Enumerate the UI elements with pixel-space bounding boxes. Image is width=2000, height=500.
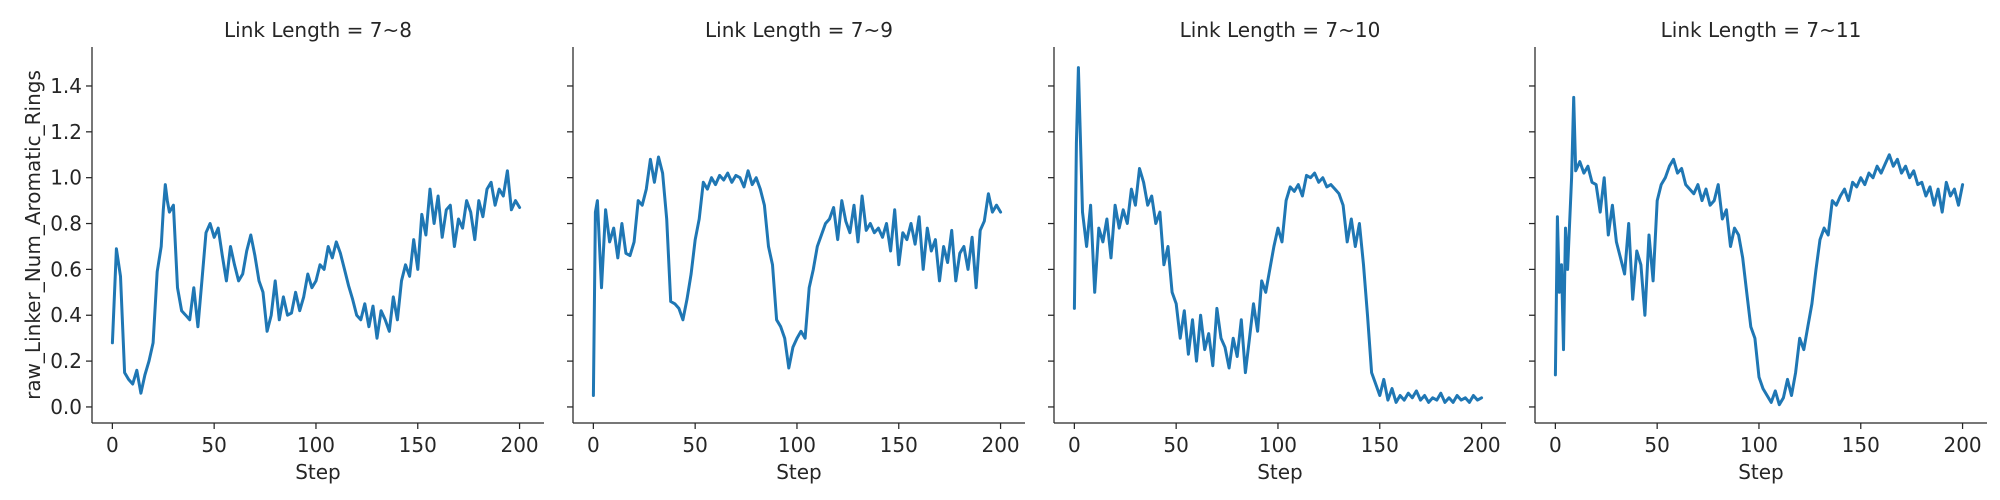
x-tick-label: 100 bbox=[1740, 433, 1778, 457]
x-tick-label: 150 bbox=[1361, 433, 1399, 457]
x-tick-label: 50 bbox=[201, 433, 226, 457]
x-tick-label: 0 bbox=[106, 433, 119, 457]
x-tick-label: 200 bbox=[981, 433, 1019, 457]
x-tick-label: 0 bbox=[1549, 433, 1562, 457]
y-tick-label: 1.4 bbox=[50, 74, 82, 98]
panel-title: Link Length = 7~8 bbox=[224, 18, 412, 42]
y-tick-label: 0.4 bbox=[50, 303, 82, 327]
panel-title: Link Length = 7~11 bbox=[1661, 18, 1862, 42]
series-line bbox=[1553, 95, 1965, 407]
x-tick-label: 150 bbox=[880, 433, 918, 457]
x-tick-label: 200 bbox=[1462, 433, 1500, 457]
x-tick-label: 150 bbox=[399, 433, 437, 457]
x-tick-label: 50 bbox=[1644, 433, 1669, 457]
series-line bbox=[1072, 66, 1484, 404]
x-tick-label: 100 bbox=[778, 433, 816, 457]
x-tick-label: 0 bbox=[587, 433, 600, 457]
x-tick-label: 150 bbox=[1842, 433, 1880, 457]
x-tick-label: 50 bbox=[682, 433, 707, 457]
x-tick-label: 100 bbox=[297, 433, 335, 457]
x-axis-label: Step bbox=[1257, 460, 1303, 484]
chart-panels: Link Length = 7~8 0.0 0.2 0.4 0.6 0.8 1.0 1.2 1.… bbox=[50, 18, 1987, 484]
y-tick-label: 0.0 bbox=[50, 395, 82, 419]
y-tick-label: 1.2 bbox=[50, 120, 82, 144]
y-axis-label: raw_Linker_Num_Aromatic_Rings bbox=[21, 70, 45, 400]
series-line bbox=[110, 169, 522, 395]
x-tick-label: 200 bbox=[1943, 433, 1981, 457]
x-tick-label: 200 bbox=[500, 433, 538, 457]
panel: Link Length = 7~9 0 50 100 150 200 Step bbox=[567, 18, 1025, 484]
panel-title: Link Length = 7~9 bbox=[705, 18, 893, 42]
y-tick-label: 0.2 bbox=[50, 349, 82, 373]
x-axis-label: Step bbox=[776, 460, 822, 484]
x-axis-label: Step bbox=[1738, 460, 1784, 484]
x-tick-label: 0 bbox=[1068, 433, 1081, 457]
y-tick-label: 0.6 bbox=[50, 257, 82, 281]
x-tick-label: 100 bbox=[1259, 433, 1297, 457]
y-tick-label: 0.8 bbox=[50, 212, 82, 236]
series-line bbox=[591, 155, 1003, 397]
x-axis-label: Step bbox=[295, 460, 341, 484]
panel: Link Length = 7~11 0 50 100 150 200 Step bbox=[1529, 18, 1987, 484]
x-tick-label: 50 bbox=[1163, 433, 1188, 457]
y-tick-label: 1.0 bbox=[50, 166, 82, 190]
panel: Link Length = 7~8 0.0 0.2 0.4 0.6 0.8 1.0 1.2 1.… bbox=[50, 18, 544, 484]
panel: Link Length = 7~10 0 50 100 150 200 Step bbox=[1048, 18, 1506, 484]
panel-title: Link Length = 7~10 bbox=[1180, 18, 1381, 42]
